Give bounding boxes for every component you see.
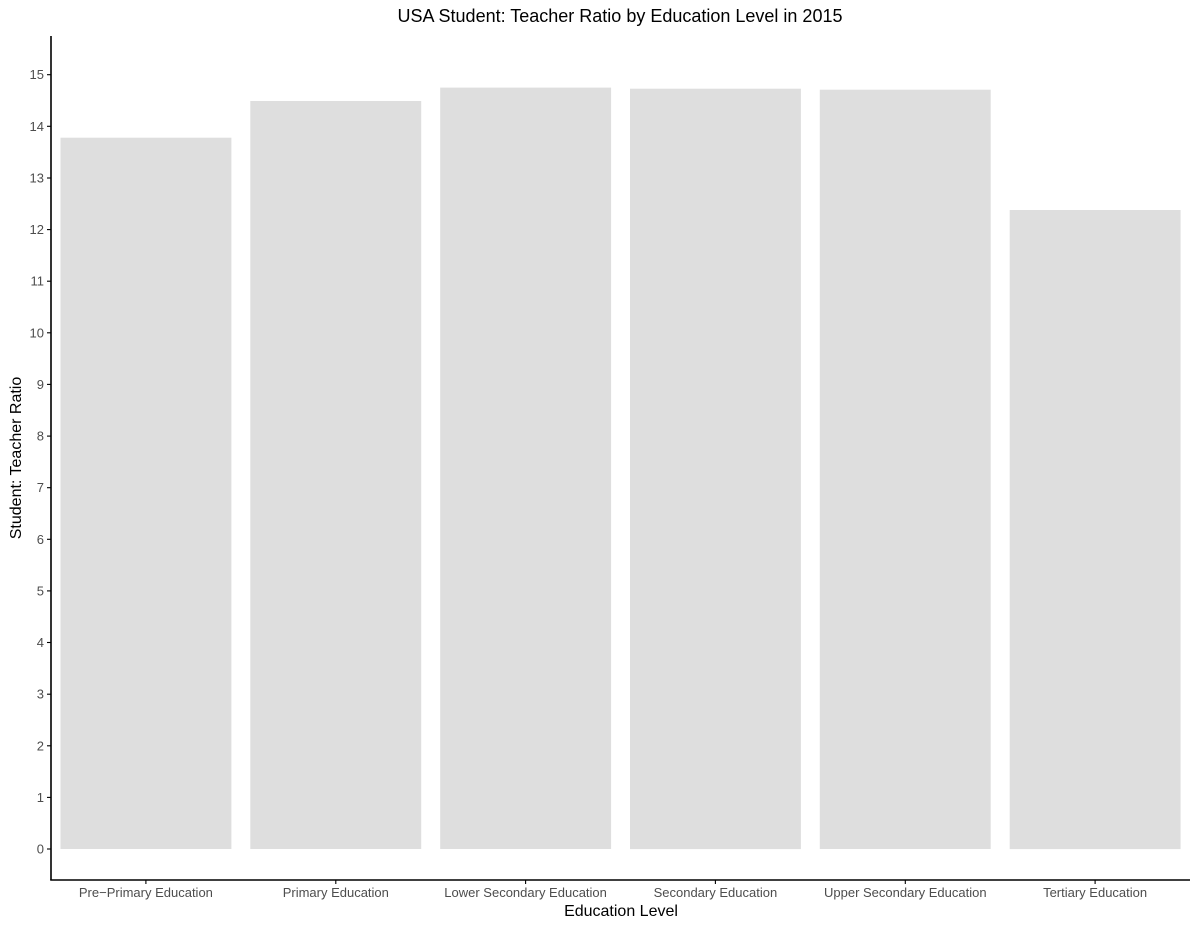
y-tick-label: 4 <box>37 635 44 650</box>
y-tick-label: 6 <box>37 532 44 547</box>
bar-4 <box>630 88 801 850</box>
y-tick-label: 5 <box>37 583 44 598</box>
y-tick-label: 2 <box>37 738 44 753</box>
y-tick-label: 11 <box>31 274 45 289</box>
bar-2 <box>250 101 422 849</box>
x-tick-label: Pre−Primary Education <box>79 885 213 900</box>
y-tick-label: 0 <box>37 842 44 857</box>
y-tick-label: 9 <box>37 377 44 392</box>
x-tick-label: Primary Education <box>283 885 389 900</box>
y-tick-label: 7 <box>37 480 44 495</box>
bar-1 <box>60 137 232 849</box>
bar-6 <box>1009 210 1181 850</box>
bars-layer <box>60 87 1181 850</box>
y-tick-label: 13 <box>30 171 44 186</box>
y-tick-label: 14 <box>30 119 44 134</box>
y-tick-label: 15 <box>30 67 44 82</box>
y-tick-label: 12 <box>30 222 44 237</box>
x-tick-label: Secondary Education <box>654 885 778 900</box>
y-tick-label: 3 <box>37 687 44 702</box>
y-tick-label: 10 <box>30 325 44 340</box>
x-tick-label: Tertiary Education <box>1043 885 1147 900</box>
y-tick-label: 1 <box>37 790 44 805</box>
y-axis-title: Student: Teacher Ratio <box>8 377 25 540</box>
y-tick-label: 8 <box>37 429 44 444</box>
x-tick-label: Lower Secondary Education <box>444 885 607 900</box>
x-axis-title: Education Level <box>564 903 678 920</box>
chart-title: USA Student: Teacher Ratio by Education … <box>398 6 843 26</box>
x-axis-ticks: Pre−Primary Education Primary Education Lo… <box>79 880 1147 900</box>
bar-5 <box>819 89 991 849</box>
bar-3 <box>440 87 612 850</box>
x-tick-label: Upper Secondary Education <box>824 885 987 900</box>
